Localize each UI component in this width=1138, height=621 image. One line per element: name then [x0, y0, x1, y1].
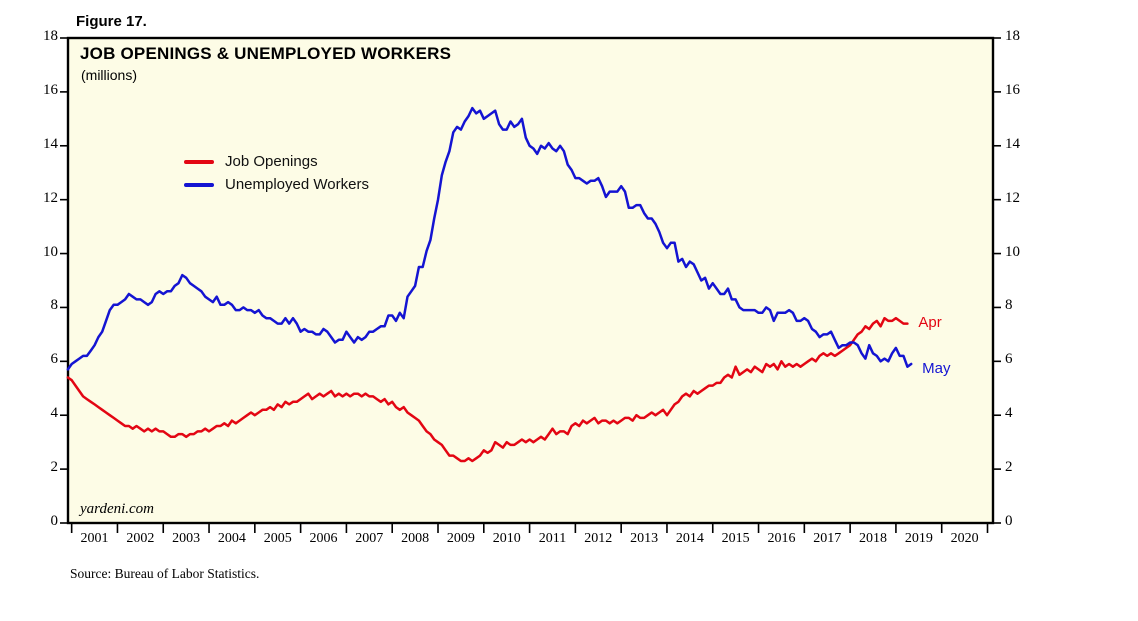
x-axis-label-year: 2005	[263, 531, 292, 546]
y-axis-label-right: 0	[1005, 513, 1013, 529]
x-axis-label-year: 2010	[492, 531, 521, 546]
chart-title: JOB OPENINGS & UNEMPLOYED WORKERS	[80, 44, 452, 63]
y-axis-label-right: 10	[1005, 243, 1020, 260]
y-axis-label-right: 8	[1005, 297, 1013, 314]
legend-row-unemployed-workers: Unemployed Workers	[184, 173, 369, 196]
watermark: yardeni.com	[80, 501, 155, 517]
y-axis-label-right: 6	[1005, 351, 1013, 368]
x-axis-label-year: 2018	[859, 531, 888, 546]
x-axis-label-year: 2002	[126, 531, 155, 546]
x-axis-label-year: 2003	[172, 531, 201, 546]
job-openings-line	[66, 316, 909, 463]
x-axis-label-year: 2001	[80, 531, 109, 546]
x-axis-label-year: 2017	[813, 531, 842, 546]
unemployed-workers-line-swatch	[184, 182, 214, 187]
x-axis-label-year: 2011	[538, 531, 567, 546]
x-axis-label-year: 2020	[950, 531, 979, 546]
y-axis-label-right: 18	[1005, 28, 1020, 44]
y-axis-label-right: 4	[1005, 405, 1013, 422]
legend-label-unemployed-workers: Unemployed Workers	[225, 176, 369, 193]
x-axis-label-year: 2019	[904, 531, 933, 546]
x-axis-label-year: 2009	[446, 531, 475, 546]
x-axis-label-year: 2007	[355, 531, 384, 546]
job-openings-line-swatch	[184, 159, 214, 164]
unemployed-workers-line	[66, 106, 913, 371]
y-axis-label-right: 12	[1005, 189, 1020, 206]
y-axis-label-left: 16	[43, 81, 58, 98]
y-axis-label-left: 4	[50, 405, 59, 422]
y-axis-label-left: 12	[43, 189, 58, 206]
plot-area	[66, 36, 995, 525]
y-axis-label-left: 8	[50, 297, 59, 314]
x-axis-label-year: 2016	[767, 531, 796, 546]
legend: Job Openings Unemployed Workers	[184, 150, 369, 196]
x-axis-label-year: 2008	[401, 531, 430, 546]
x-axis-label-year: 2013	[630, 531, 659, 546]
y-axis-label-left: 0	[50, 513, 59, 529]
unemployed-workers-end-label: May	[922, 360, 951, 378]
y-axis-label-left: 2	[50, 459, 59, 476]
x-axis-label-year: 2015	[721, 531, 750, 546]
figure-label: Figure 17.	[76, 13, 147, 30]
job-openings-end-label: Apr	[918, 313, 942, 331]
x-axis-label-year: 2006	[309, 531, 338, 546]
legend-row-job-openings: Job Openings	[184, 150, 369, 173]
y-axis-label-right: 16	[1005, 81, 1020, 98]
x-axis-label-year: 2012	[584, 531, 613, 546]
y-axis-label-left: 14	[43, 135, 58, 152]
x-axis-label-year: 2004	[217, 531, 246, 546]
legend-label-job-openings: Job Openings	[225, 153, 318, 170]
chart-subtitle: (millions)	[81, 67, 137, 83]
source-note: Source: Bureau of Labor Statistics.	[70, 566, 260, 581]
y-axis-label-left: 10	[43, 243, 58, 260]
y-axis-label-left: 18	[43, 28, 58, 44]
x-axis-label-year: 2014	[675, 531, 704, 546]
y-axis-label-right: 2	[1005, 459, 1013, 476]
y-axis-label-left: 6	[50, 351, 59, 368]
y-axis-label-right: 14	[1005, 135, 1020, 152]
